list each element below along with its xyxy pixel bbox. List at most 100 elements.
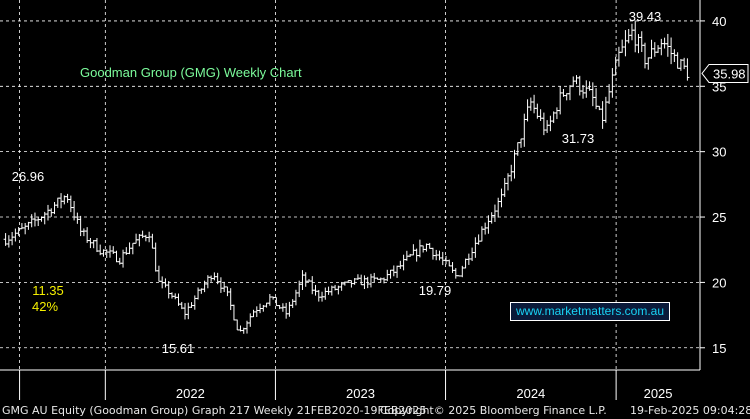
ohlc-bar [277,305,282,310]
ohlc-bar [316,289,321,302]
last-price-label: 35.98 [713,66,746,81]
ohlc-bar [629,23,634,41]
ohlc-bar [189,302,194,308]
ohlc-bar [173,293,178,300]
ohlc-bar [541,112,546,136]
ohlc-bars [3,20,690,334]
ohlc-bar [359,274,364,286]
y-tick-label: 25 [712,210,726,225]
ohlc-bar [111,246,116,255]
ohlc-bar [450,262,455,273]
ohlc-bar [166,281,171,299]
ohlc-bar [636,34,641,54]
ohlc-bar [463,258,468,269]
chart-grid [0,0,700,370]
ohlc-bar [267,293,272,306]
annotation-label: 31.73 [562,131,595,146]
x-tick-label: 2023 [346,386,375,401]
ohlc-bar [476,234,481,245]
ohlc-bar [388,269,393,279]
footer-timestamp: 19-Feb-2025 09:04:28 [630,404,750,417]
ohlc-bar [447,259,452,267]
annotation-label: 15.61 [162,341,195,356]
ohlc-bar [646,57,651,70]
ohlc-bar [235,319,240,331]
ohlc-bar [528,97,533,111]
ohlc-bar [290,299,295,308]
ohlc-bar [564,93,569,101]
ohlc-bar [483,222,488,235]
ohlc-bar [29,214,34,228]
y-tick-label: 20 [712,275,726,290]
ohlc-bar [378,277,383,283]
watermark-link[interactable]: www.marketmatters.com.au [510,302,670,321]
ohlc-bar [659,38,664,56]
ohlc-bar [251,309,256,318]
ohlc-bar [140,230,145,239]
ohlc-bar [499,188,504,208]
ohlc-bar [607,84,612,104]
ohlc-bar [408,253,413,257]
ohlc-bar [610,68,615,98]
ohlc-bar [293,289,298,306]
ohlc-bar [310,276,315,295]
ohlc-bar [391,265,396,277]
ohlc-bar [94,238,99,253]
ohlc-bar [6,235,11,248]
ohlc-bar [665,33,670,57]
ohlc-bar [581,84,586,99]
ohlc-bar [437,250,442,261]
last-price-tag: 35.98 [701,63,749,83]
y-tick-label: 30 [712,145,726,160]
ohlc-bar [538,109,543,121]
ohlc-bar [323,287,328,300]
ohlc-bar [486,215,491,234]
ohlc-bar [669,37,674,65]
ohlc-bar [36,217,41,226]
ohlc-bar [652,42,657,57]
ohlc-bar [401,254,406,271]
y-tick-label: 35 [712,79,726,94]
ohlc-bar [662,37,667,49]
ohlc-bar [313,284,318,296]
annotation-label: 42% [32,299,58,314]
annotation-label: 26.96 [12,169,45,184]
ohlc-bar [473,237,478,258]
ohlc-bar [297,280,302,298]
x-axis: 2022 2023 2024 2025 [0,369,700,401]
ohlc-bar [682,57,687,70]
ohlc-bar [287,301,292,317]
ohlc-bar [656,45,661,54]
ohlc-bar [675,52,680,69]
ohlc-bar [254,306,259,317]
last-price-box [701,63,749,83]
ohlc-bar [228,288,233,311]
ohlc-bar [169,292,174,299]
ohlc-bar [685,58,690,81]
ohlc-bar [444,255,449,265]
ohlc-bar [150,233,155,249]
ohlc-bar [368,273,373,288]
ohlc-bar [231,304,236,321]
x-tick-label: 2025 [644,386,673,401]
ohlc-bar [554,107,559,120]
ohlc-bar [440,251,445,266]
ohlc-bar [274,296,279,307]
ohlc-bar [574,75,579,85]
ohlc-bar [65,193,70,203]
ohlc-bar [453,268,458,279]
ohlc-bar [218,277,223,293]
ohlc-bar [183,303,188,320]
ohlc-bar [515,142,520,156]
ohlc-bar [567,85,572,101]
y-tick-label: 40 [712,14,726,29]
ohlc-bar [23,222,28,235]
ohlc-bar [639,31,644,53]
ohlc-bar [303,272,308,287]
ohlc-bar [519,138,524,148]
ohlc-bar [284,302,289,319]
ohlc-bar [545,120,550,133]
ohlc-bar [584,80,589,98]
ohlc-bar [68,195,73,213]
